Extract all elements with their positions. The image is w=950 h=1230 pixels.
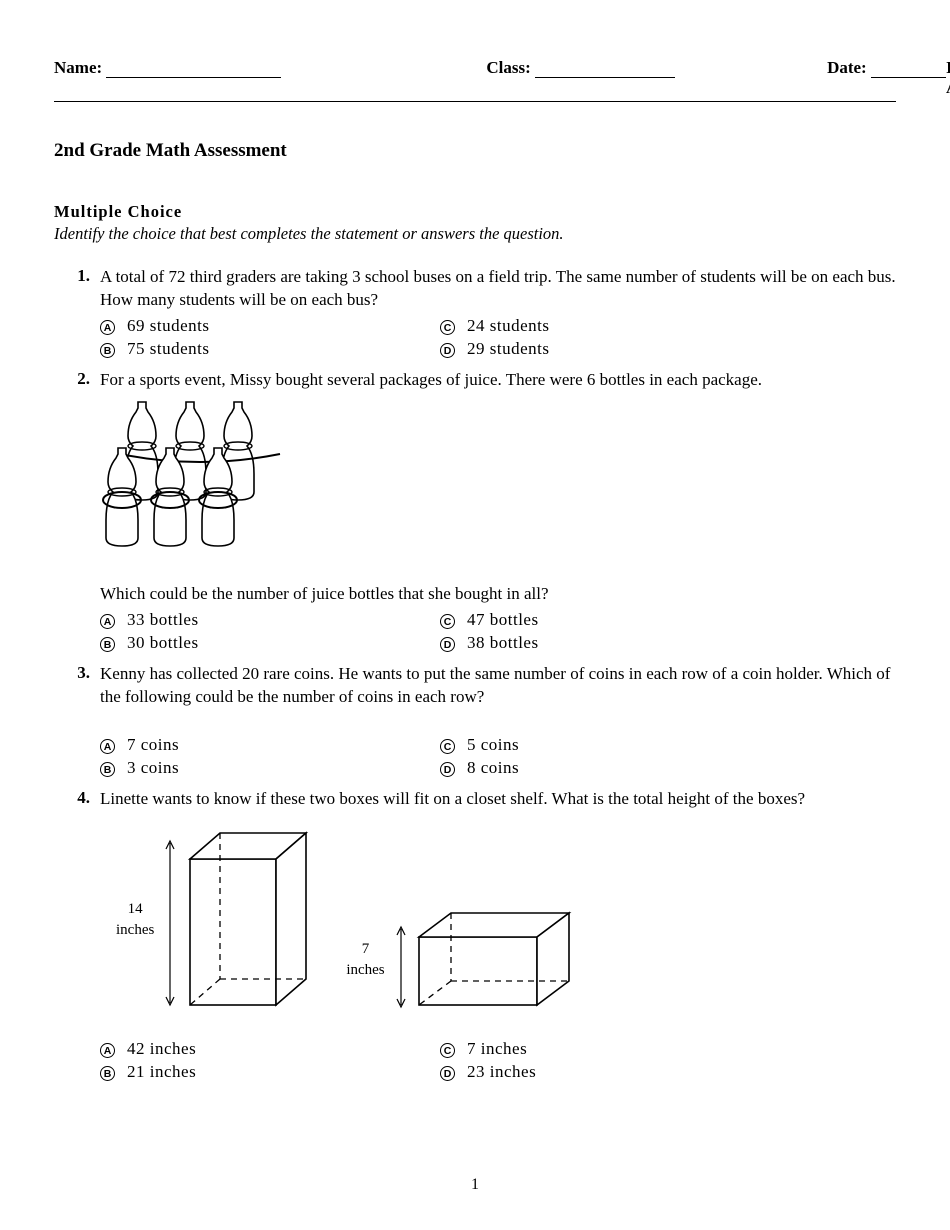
box-2-svg [393,905,583,1015]
choices: A 7 coins B 3 coins C 5 coins D 8 coins [100,735,896,778]
choice-letter-icon: B [100,762,115,777]
box-2-label: 7 inches [346,939,384,980]
choice-text: 29 students [467,339,549,359]
box-1-unit: inches [116,922,154,938]
box-1-svg [162,825,322,1015]
section-heading: Multiple Choice [54,202,896,222]
choice-letter-icon: D [440,637,455,652]
box-2: 7 inches [346,905,582,1015]
question-number: 2. [54,369,100,657]
question-2: 2. For a sports event, Missy bought seve… [54,369,896,657]
date-field: Date: [827,58,946,98]
choice-letter-icon: C [440,320,455,335]
choice-letter-icon: D [440,1066,455,1081]
choice-text: 47 bottles [467,610,539,630]
box-1-label: 14 inches [116,899,154,940]
choice-c[interactable]: C 5 coins [440,735,780,755]
choice-letter-icon: B [100,1066,115,1081]
question-text: For a sports event, Missy bought several… [100,369,896,392]
choice-c[interactable]: C 7 inches [440,1039,780,1059]
question-4: 4. Linette wants to know if these two bo… [54,788,896,1086]
choice-c[interactable]: C 47 bottles [440,610,780,630]
choice-b[interactable]: B 3 coins [100,758,440,778]
choice-d[interactable]: D 38 bottles [440,633,780,653]
choice-letter-icon: D [440,343,455,358]
instruction-text: Identify the choice that best completes … [54,224,896,244]
choice-c[interactable]: C 24 students [440,316,780,336]
choice-letter-icon: A [100,320,115,335]
choice-d[interactable]: D 8 coins [440,758,780,778]
choice-text: 5 coins [467,735,519,755]
choice-a[interactable]: A 7 coins [100,735,440,755]
worksheet-header: Name: Class: Date: ID: A [54,58,896,102]
choice-a[interactable]: A 69 students [100,316,440,336]
choice-d[interactable]: D 29 students [440,339,780,359]
worksheet-title: 2nd Grade Math Assessment [54,140,896,162]
question-number: 4. [54,788,100,1086]
question-3: 3. Kenny has collected 20 rare coins. He… [54,663,896,782]
box-2-unit: inches [346,962,384,978]
choice-text: 3 coins [127,758,179,778]
name-blank[interactable] [106,77,281,78]
choice-text: 21 inches [127,1062,196,1082]
choice-letter-icon: B [100,343,115,358]
choice-text: 7 inches [467,1039,527,1059]
name-field: Name: [54,58,281,98]
choice-letter-icon: A [100,614,115,629]
box-1-height: 14 [128,901,143,917]
choice-a[interactable]: A 33 bottles [100,610,440,630]
choice-b[interactable]: B 30 bottles [100,633,440,653]
id-label: ID: A [946,58,950,98]
choice-text: 24 students [467,316,549,336]
question-number: 3. [54,663,100,782]
choice-letter-icon: A [100,1043,115,1058]
class-field: Class: [486,58,675,98]
choice-b[interactable]: B 21 inches [100,1062,440,1082]
choice-letter-icon: A [100,739,115,754]
question-subtext: Which could be the number of juice bottl… [100,583,896,606]
boxes-illustration: 14 inches [116,825,896,1015]
page-number: 1 [0,1176,950,1194]
question-number: 1. [54,266,100,363]
choice-a[interactable]: A 42 inches [100,1039,440,1059]
class-blank[interactable] [535,77,675,78]
box-1: 14 inches [116,825,322,1015]
choice-text: 42 inches [127,1039,196,1059]
date-blank[interactable] [871,77,946,78]
choice-letter-icon: C [440,739,455,754]
choice-letter-icon: C [440,614,455,629]
class-label: Class: [486,58,530,77]
choice-text: 8 coins [467,758,519,778]
question-text: Kenny has collected 20 rare coins. He wa… [100,663,896,709]
choices: A 69 students B 75 students C 24 students D… [100,316,896,359]
choice-text: 38 bottles [467,633,539,653]
choice-d[interactable]: D 23 inches [440,1062,780,1082]
box-2-height: 7 [362,941,370,957]
choice-text: 75 students [127,339,209,359]
choice-text: 33 bottles [127,610,199,630]
choice-text: 69 students [127,316,209,336]
bottles-illustration [100,400,896,575]
choice-text: 23 inches [467,1062,536,1082]
question-text: Linette wants to know if these two boxes… [100,788,896,811]
choice-b[interactable]: B 75 students [100,339,440,359]
choice-letter-icon: D [440,762,455,777]
date-label: Date: [827,58,867,77]
choice-letter-icon: C [440,1043,455,1058]
name-label: Name: [54,58,102,77]
choice-letter-icon: B [100,637,115,652]
choice-text: 7 coins [127,735,179,755]
choice-text: 30 bottles [127,633,199,653]
choices: A 33 bottles B 30 bottles C 47 bottles D 38 … [100,610,896,653]
choices: A 42 inches B 21 inches C 7 inches D 23 inch… [100,1039,896,1082]
question-text: A total of 72 third graders are taking 3… [100,266,896,312]
question-1: 1. A total of 72 third graders are takin… [54,266,896,363]
